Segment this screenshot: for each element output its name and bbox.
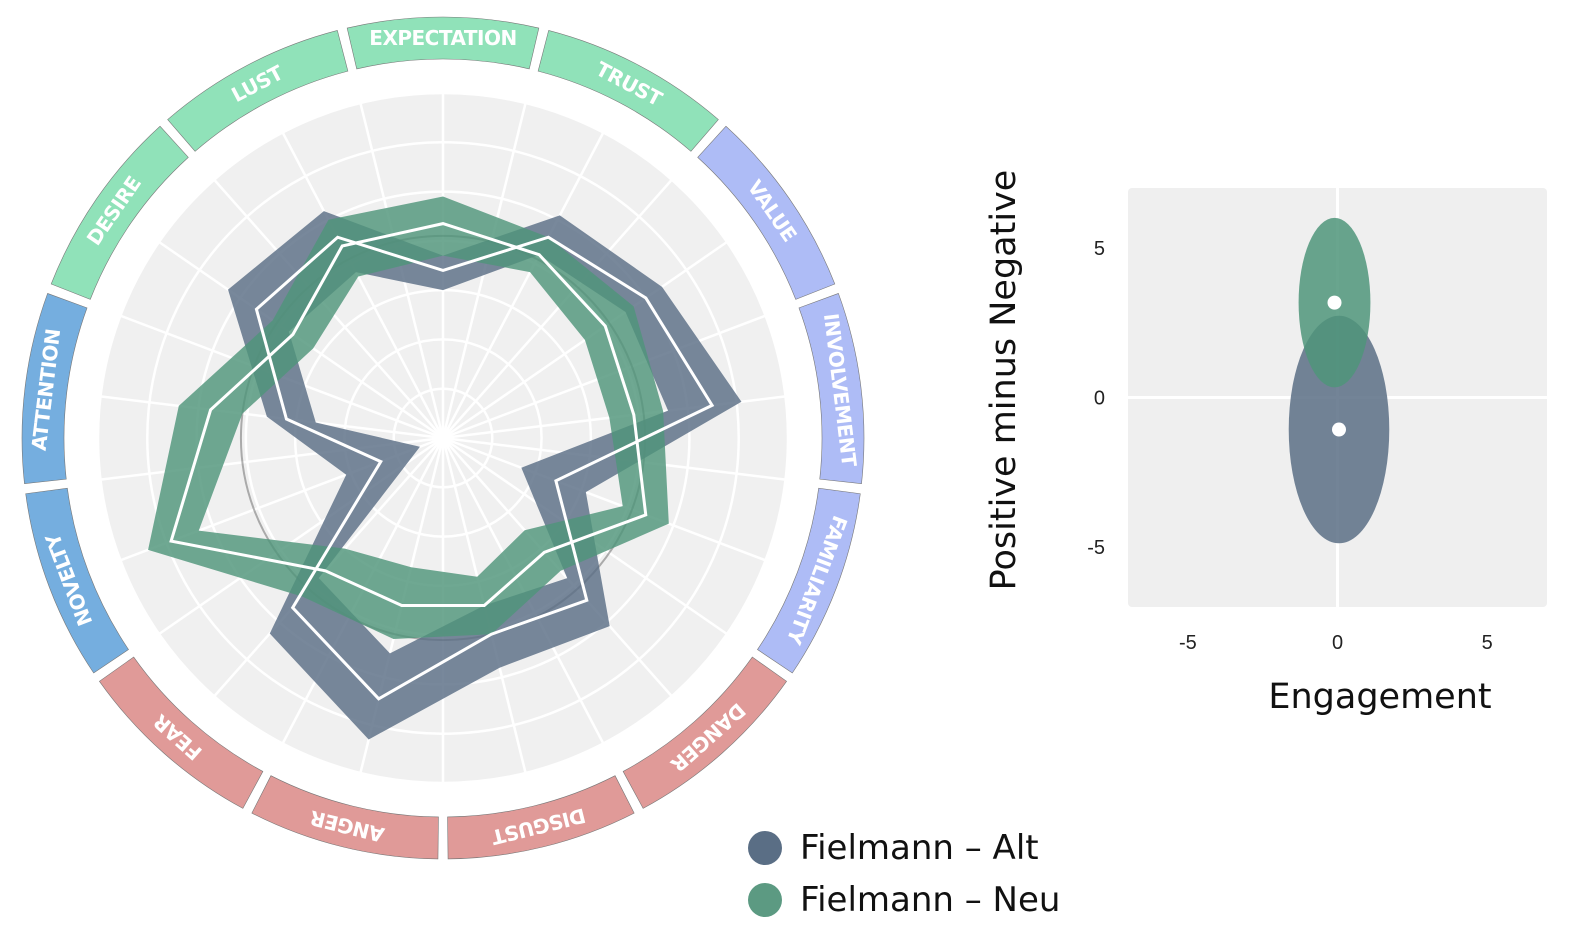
series-line-neu <box>169 222 648 607</box>
legend-swatch-neu <box>748 883 782 917</box>
category-segment <box>346 16 540 70</box>
category-segment <box>757 487 861 674</box>
category-segment <box>251 775 439 860</box>
legend-item-neu[interactable]: Fielmann – Neu <box>748 874 1060 926</box>
legend: Fielmann – Alt Fielmann – Neu <box>748 822 1060 926</box>
point-neu <box>1327 295 1342 310</box>
x-axis-label: Engagement <box>1268 677 1491 717</box>
x-tick-label: 5 <box>1482 632 1493 654</box>
legend-label-neu: Fielmann – Neu <box>800 880 1061 920</box>
grid-spoke <box>442 240 728 440</box>
radar-chart: EXPECTATIONTRUSTVALUEINVOLVEMENTFAMILIAR… <box>21 16 865 860</box>
category-segment <box>697 125 836 300</box>
category-segment <box>622 656 787 809</box>
y-tick-label: -5 <box>1087 537 1105 559</box>
legend-label-alt: Fielmann – Alt <box>800 828 1039 868</box>
category-label: EXPECTATION <box>369 26 516 50</box>
grid-spoke <box>442 178 673 439</box>
series-line-alt <box>254 235 715 701</box>
y-tick-label: 5 <box>1094 238 1105 260</box>
y-tick-label: 0 <box>1094 388 1105 410</box>
x-tick-label: -5 <box>1179 632 1197 654</box>
series-band-neu <box>148 196 669 639</box>
category-segment <box>537 30 719 152</box>
x-tick-label: 0 <box>1332 632 1343 654</box>
category-segment <box>50 125 189 300</box>
y-axis-label: Positive minus Negative <box>984 170 1024 591</box>
category-segment <box>99 656 264 809</box>
category-segment <box>21 293 88 485</box>
legend-swatch-alt <box>748 831 782 865</box>
category-segment <box>798 293 865 485</box>
grid-spoke <box>441 131 605 439</box>
category-segment <box>167 30 349 152</box>
point-alt <box>1331 422 1346 437</box>
grid-spoke <box>442 436 767 562</box>
category-segment <box>25 487 129 674</box>
grid-spoke <box>281 131 445 439</box>
legend-item-alt[interactable]: Fielmann – Alt <box>748 822 1060 874</box>
category-segment <box>447 775 635 860</box>
